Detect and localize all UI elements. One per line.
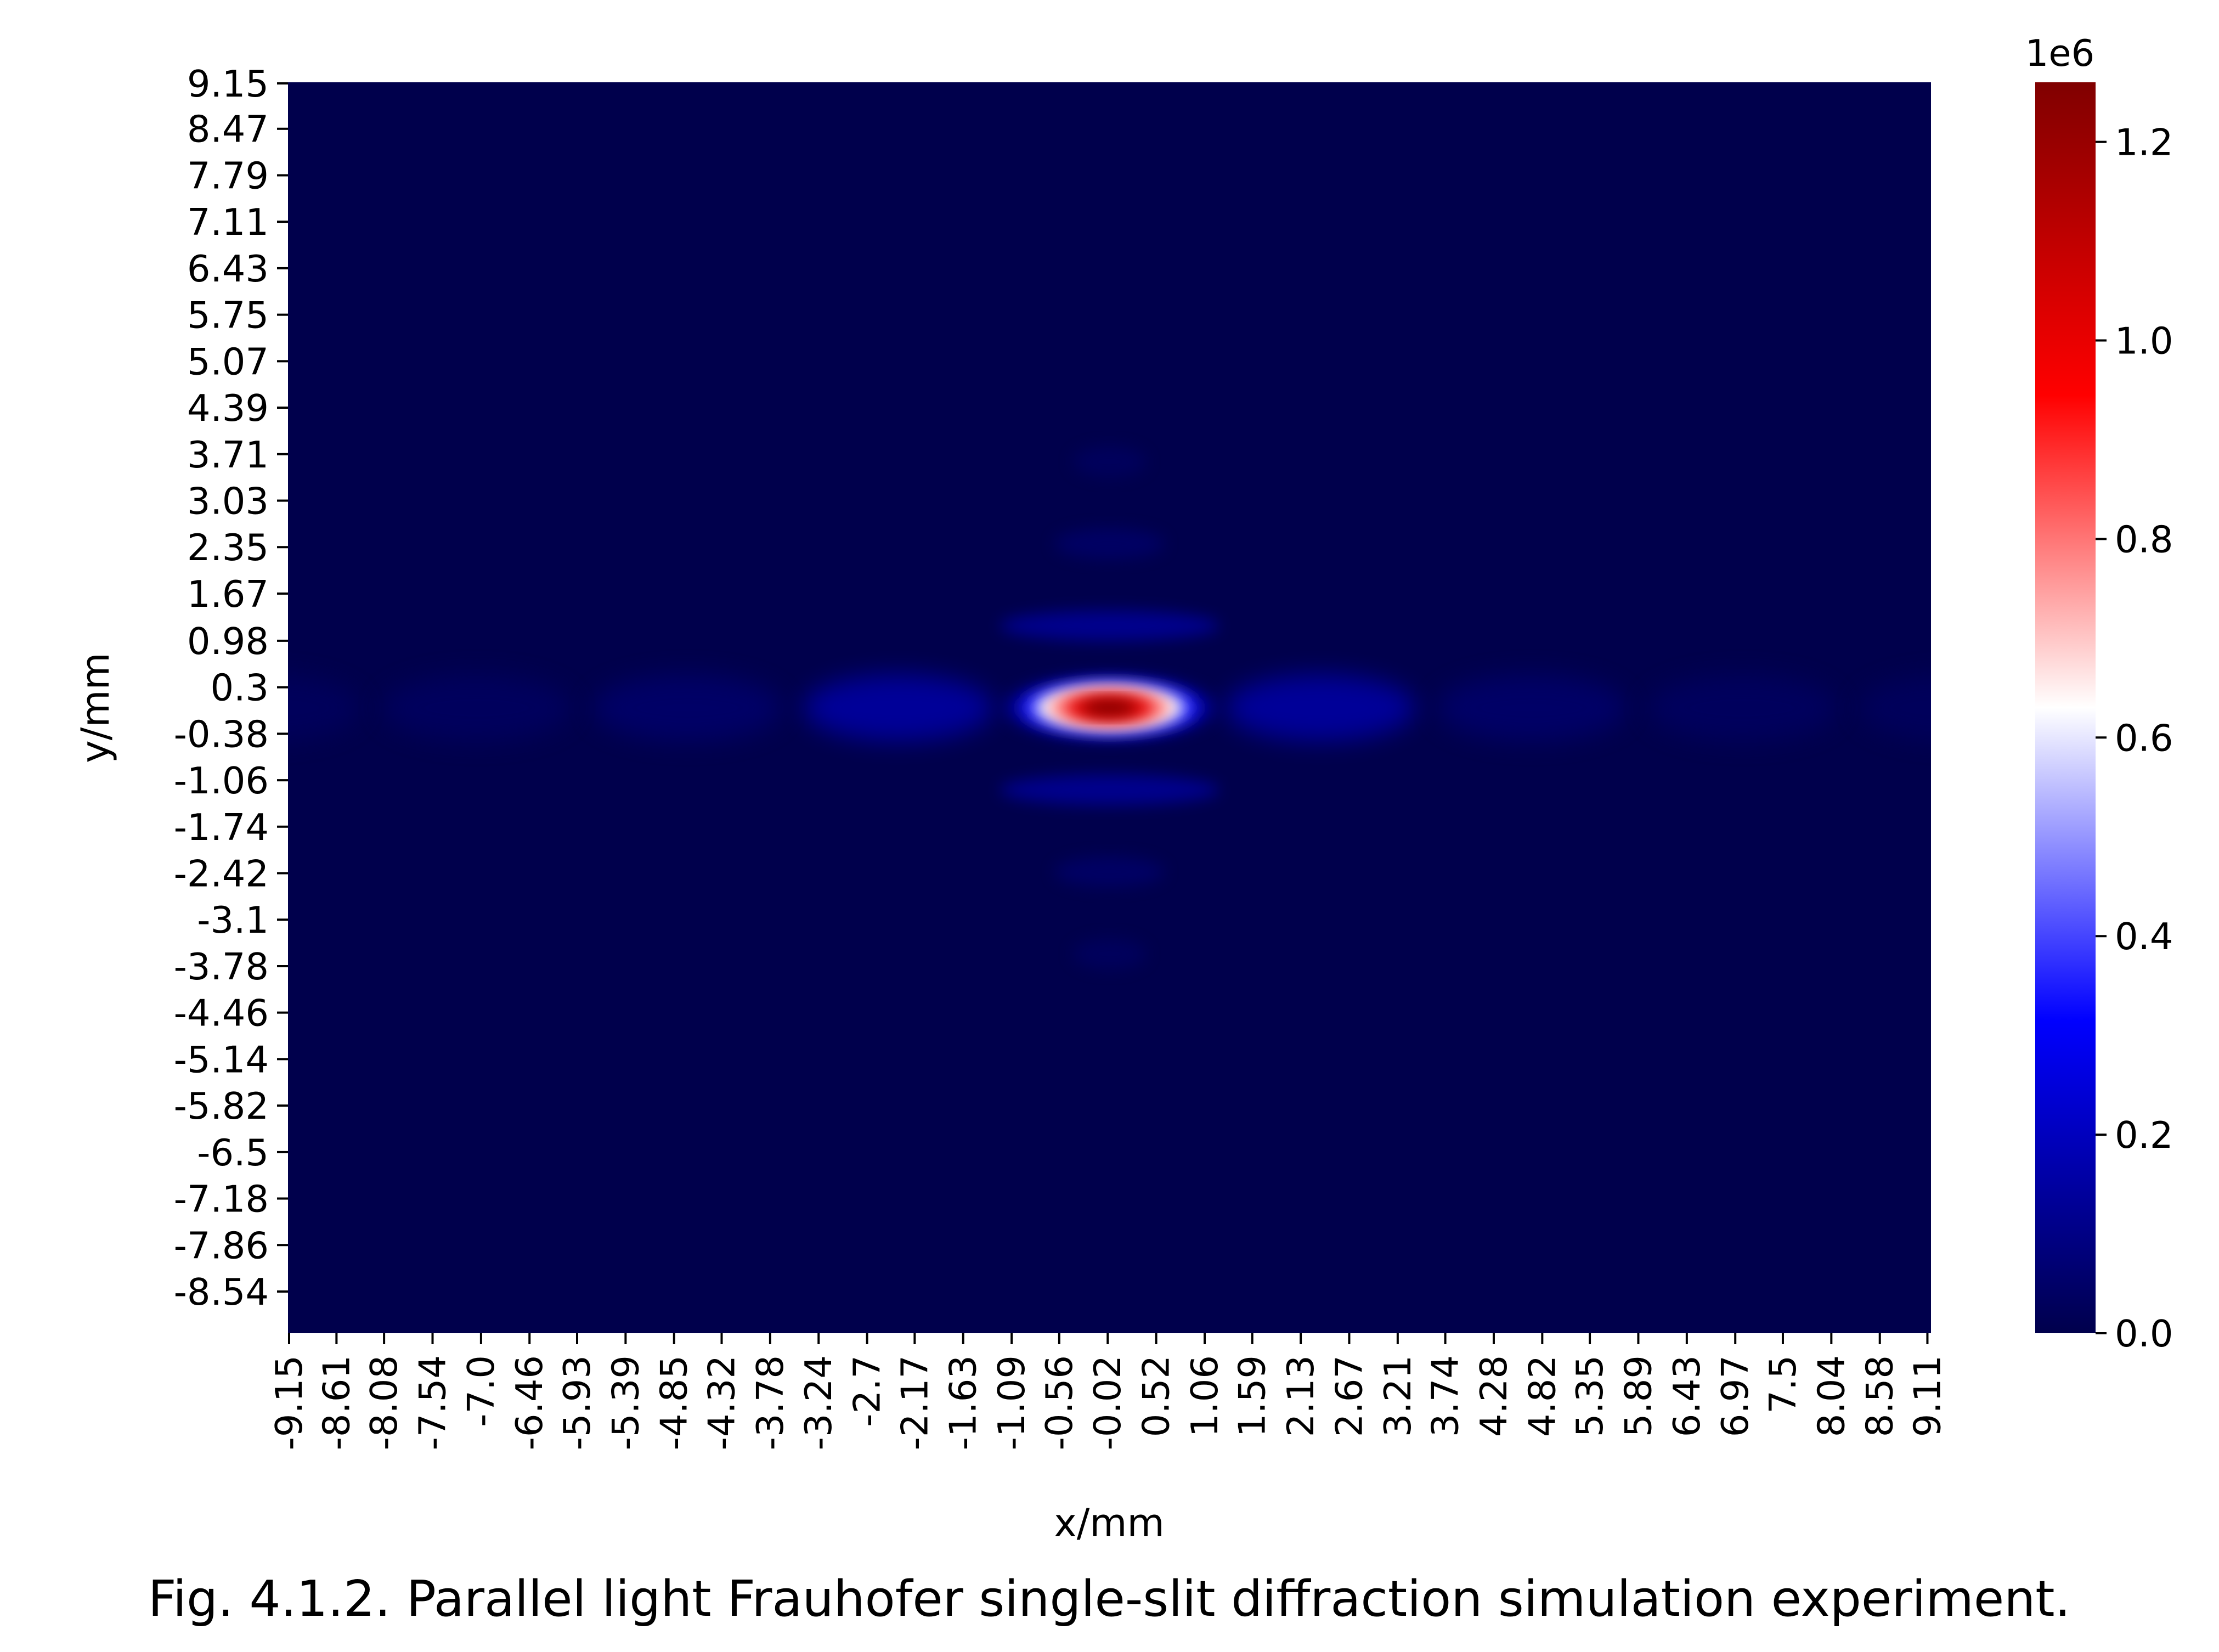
y-tick-label: -8.54	[174, 1271, 269, 1313]
colorbar-tick-label: 0.0	[2115, 1312, 2173, 1355]
fringe-y	[1054, 856, 1165, 888]
x-tick-label: -7.54	[411, 1355, 454, 1450]
y-tick-label: 2.35	[187, 526, 269, 569]
y-tick-label: -3.78	[174, 945, 269, 988]
x-tick-label: 5.89	[1617, 1355, 1659, 1437]
colorbar-tick-label: 1.2	[2115, 121, 2173, 164]
y-tick-label: -5.14	[174, 1038, 269, 1081]
y-tick-label: 8.47	[187, 108, 269, 151]
x-axis-label: x/mm	[1054, 1501, 1164, 1546]
fringe-y	[1000, 774, 1219, 805]
x-axis: -9.15 -8.61 -8.08 -7.54 -7.0 -6.46 -5.93 -5.39-…	[268, 1333, 1949, 1546]
x-tick-label: -4.32	[700, 1355, 743, 1450]
x-tick-label: 2.13	[1279, 1355, 1322, 1437]
y-tick-label: -5.82	[174, 1085, 269, 1127]
x-tick-label: -2.7	[846, 1355, 889, 1427]
colorbar-gradient	[2035, 82, 2096, 1333]
y-tick-label: -7.86	[174, 1224, 269, 1267]
x-tick-label: 1.59	[1231, 1355, 1274, 1437]
x-tick-label: 5.35	[1568, 1355, 1611, 1437]
y-tick-label: 4.39	[187, 387, 269, 430]
y-tick-label: 3.03	[187, 480, 269, 522]
y-tick-label: 7.11	[187, 201, 269, 244]
y-tick-label: -1.06	[174, 759, 269, 802]
x-tick-label: -3.78	[749, 1355, 792, 1450]
colorbar-tick-label: 0.6	[2115, 717, 2173, 759]
y-tick-label: 1.67	[187, 573, 269, 616]
fringe-x	[1436, 675, 1627, 741]
x-tick-label: -8.61	[315, 1355, 358, 1450]
x-tick-label: -3.24	[797, 1355, 840, 1450]
colorbar-scale-label: 1e6	[2025, 32, 2094, 75]
y-tick-label: -1.74	[174, 806, 269, 849]
fringe-x	[1647, 675, 1838, 741]
x-tick-label: 8.04	[1810, 1355, 1853, 1437]
x-tick-label: -5.93	[556, 1355, 598, 1450]
x-tick-label: 6.97	[1714, 1355, 1757, 1437]
central-maximum	[1081, 699, 1138, 717]
fringe-y	[1000, 610, 1219, 641]
y-tick-label: -7.18	[174, 1178, 269, 1221]
x-tick-label: -9.15	[268, 1355, 310, 1450]
x-tick-label: -2.17	[893, 1355, 936, 1450]
heatmap	[288, 82, 1931, 1333]
fringe-y	[1072, 446, 1147, 477]
fringe-x	[288, 675, 361, 740]
x-tick-label: -0.56	[1038, 1355, 1081, 1450]
y-tick-label: -6.5	[197, 1131, 269, 1174]
y-tick-label: -3.1	[197, 899, 269, 941]
y-tick-label: -0.38	[174, 713, 269, 755]
x-tick-label: -6.46	[508, 1355, 551, 1450]
x-tick-label: -1.09	[990, 1355, 1033, 1450]
x-tick-label: 3.74	[1424, 1355, 1467, 1437]
x-tick-label: 2.67	[1328, 1355, 1370, 1437]
x-tick-label: 0.52	[1135, 1355, 1178, 1437]
fringe-x	[1226, 675, 1416, 741]
x-tick-label: -0.02	[1086, 1355, 1129, 1450]
y-axis: 9.158.477.797.116.435.755.074.393.713.03…	[73, 63, 288, 1313]
y-tick-label: 5.75	[187, 294, 269, 337]
colorbar: 0.0 0.2 0.4 0.6 0.8 1.0 1.2 1e6	[2025, 32, 2173, 1355]
y-tick-label: 0.3	[210, 667, 269, 709]
fringe-x	[803, 675, 993, 741]
figure-caption: Fig. 4.1.2. Parallel light Frauhofer sin…	[148, 1570, 2070, 1628]
colorbar-tick-label: 1.0	[2115, 319, 2173, 362]
y-tick-label: 6.43	[187, 247, 269, 290]
y-tick-label: 0.98	[187, 620, 269, 663]
x-tick-label: 6.43	[1665, 1355, 1708, 1437]
x-tick-label: 4.82	[1521, 1355, 1563, 1437]
x-tick-label: -7.0	[460, 1355, 502, 1427]
colorbar-tick-label: 0.8	[2115, 518, 2173, 561]
fringe-y	[1054, 528, 1165, 559]
x-tick-label: 4.28	[1472, 1355, 1515, 1437]
x-tick-label: 7.5	[1761, 1355, 1804, 1414]
x-tick-label: 9.11	[1906, 1355, 1949, 1437]
y-axis-label: y/mm	[73, 652, 118, 763]
x-tick-label: 8.58	[1859, 1355, 1901, 1437]
y-tick-label: 3.71	[187, 433, 269, 476]
x-tick-label: 3.21	[1376, 1355, 1419, 1437]
colorbar-tick-label: 0.4	[2115, 915, 2173, 958]
y-tick-label: 7.79	[187, 154, 269, 197]
colorbar-tick-label: 0.2	[2115, 1114, 2173, 1157]
x-tick-label: -8.08	[363, 1355, 405, 1450]
x-tick-label: -4.85	[653, 1355, 696, 1450]
x-tick-label: 1.06	[1183, 1355, 1226, 1437]
x-tick-label: -1.63	[942, 1355, 985, 1450]
fringe-x	[1858, 675, 1931, 740]
y-tick-label: 9.15	[187, 63, 269, 105]
y-tick-label: -2.42	[174, 853, 269, 895]
fringe-x	[381, 675, 572, 741]
y-tick-label: 5.07	[187, 340, 269, 383]
fringe-y	[1072, 938, 1147, 969]
fringe-x	[592, 675, 783, 741]
y-tick-label: -4.46	[174, 992, 269, 1035]
x-tick-label: -5.39	[604, 1355, 647, 1450]
